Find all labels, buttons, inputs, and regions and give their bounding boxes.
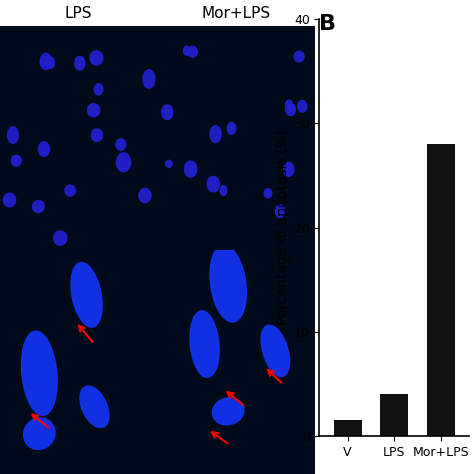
Text: LPS: LPS xyxy=(65,6,92,20)
Ellipse shape xyxy=(88,104,100,117)
Ellipse shape xyxy=(90,51,103,65)
Ellipse shape xyxy=(40,53,51,70)
Ellipse shape xyxy=(264,189,272,198)
Ellipse shape xyxy=(228,122,236,134)
Ellipse shape xyxy=(143,70,155,88)
Ellipse shape xyxy=(165,160,172,167)
Ellipse shape xyxy=(80,386,109,428)
Bar xyxy=(380,394,409,436)
Ellipse shape xyxy=(11,155,21,166)
Ellipse shape xyxy=(188,46,197,57)
Ellipse shape xyxy=(294,51,304,62)
Ellipse shape xyxy=(116,139,126,150)
Ellipse shape xyxy=(220,186,227,195)
Ellipse shape xyxy=(207,176,219,192)
Ellipse shape xyxy=(212,398,244,425)
Ellipse shape xyxy=(21,331,57,415)
Ellipse shape xyxy=(190,311,219,377)
Bar xyxy=(427,144,455,436)
Ellipse shape xyxy=(94,84,103,95)
Ellipse shape xyxy=(210,126,221,143)
Ellipse shape xyxy=(24,418,55,449)
Ellipse shape xyxy=(210,245,246,322)
Ellipse shape xyxy=(54,231,67,245)
Ellipse shape xyxy=(261,325,290,376)
Text: B: B xyxy=(319,14,337,34)
Ellipse shape xyxy=(162,105,173,119)
Ellipse shape xyxy=(46,57,55,69)
Ellipse shape xyxy=(298,100,307,112)
Ellipse shape xyxy=(38,142,49,156)
Y-axis label: Percentage of apoptosis (%): Percentage of apoptosis (%) xyxy=(276,129,290,326)
Ellipse shape xyxy=(285,103,295,116)
Ellipse shape xyxy=(275,205,284,218)
Ellipse shape xyxy=(139,189,151,202)
Ellipse shape xyxy=(8,127,18,143)
Ellipse shape xyxy=(183,46,190,55)
Ellipse shape xyxy=(184,161,197,177)
Text: Mor+LPS: Mor+LPS xyxy=(201,6,271,20)
Ellipse shape xyxy=(285,100,292,110)
Bar xyxy=(334,420,362,436)
Ellipse shape xyxy=(65,185,75,196)
Ellipse shape xyxy=(71,263,102,327)
Ellipse shape xyxy=(117,153,130,172)
Ellipse shape xyxy=(91,129,102,141)
Ellipse shape xyxy=(75,56,85,70)
Ellipse shape xyxy=(33,201,44,212)
Ellipse shape xyxy=(284,163,294,176)
Ellipse shape xyxy=(3,193,16,207)
